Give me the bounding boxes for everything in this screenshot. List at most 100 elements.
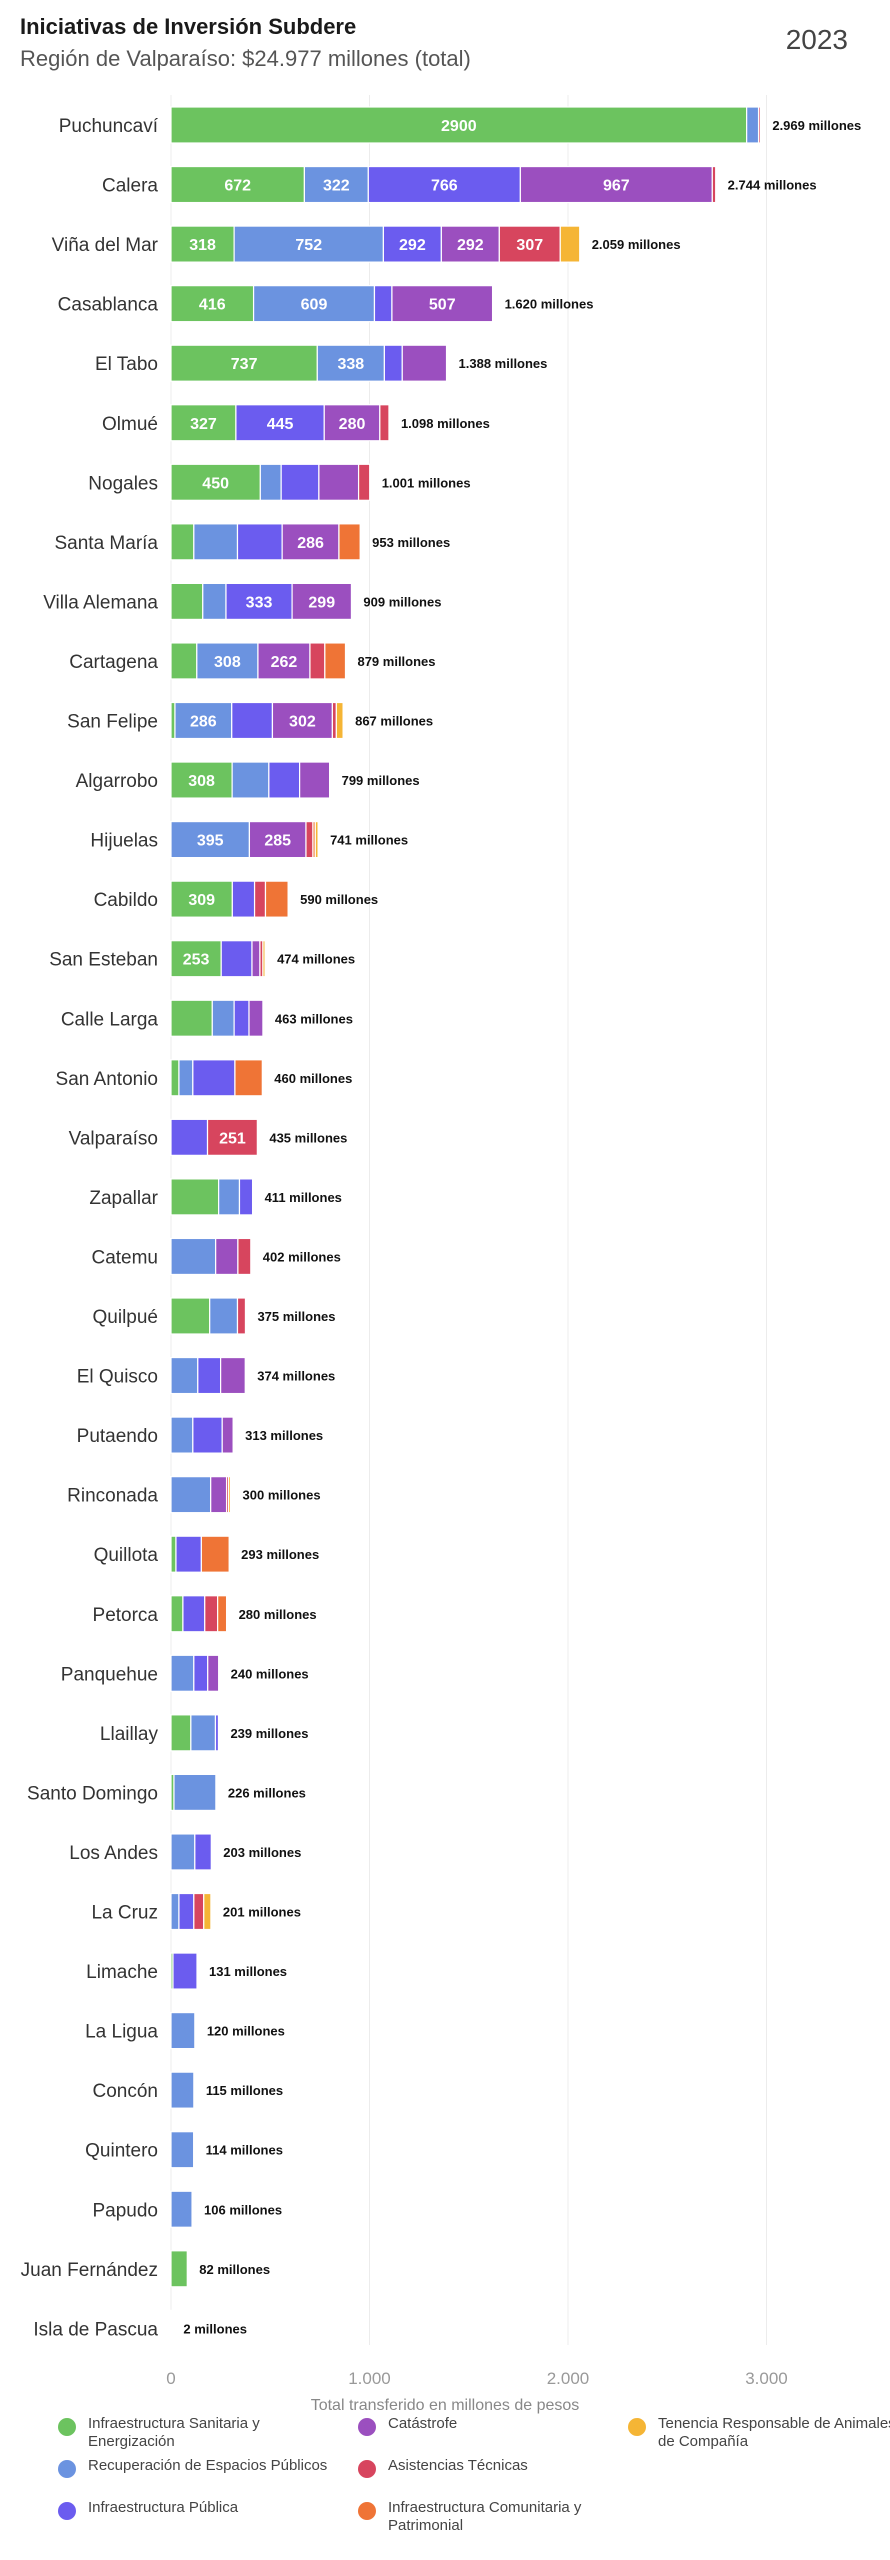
bar-segment (238, 1178, 254, 1216)
bar-segment (170, 1654, 195, 1692)
segment-value-label: 286 (297, 535, 324, 552)
bar-segment (291, 582, 353, 621)
row-total-label: 313 millones (245, 1428, 323, 1443)
row-total-label: 201 millones (223, 1905, 301, 1920)
bar-segment (197, 1356, 222, 1395)
bar-segment (235, 404, 325, 442)
row-total-label: 240 millones (231, 1666, 309, 1681)
row-total-label: 1.388 millones (459, 356, 548, 371)
row-label: La Cruz (91, 1903, 158, 1924)
bar-segment (210, 1476, 228, 1514)
bar-segment (206, 1118, 258, 1156)
bar-segment (383, 344, 403, 382)
row-label: Isla de Pascua (33, 2319, 158, 2340)
bar-segment (318, 463, 360, 501)
segment-value-label: 322 (323, 178, 350, 195)
row-total-label: 280 millones (239, 1607, 317, 1622)
bar-segment (268, 761, 301, 799)
bar-segment (231, 880, 256, 918)
bar-segment (233, 225, 384, 263)
row-total-label: 590 millones (300, 892, 378, 907)
bar-segment (227, 1476, 232, 1514)
legend-label: Catástrofe (388, 2415, 458, 2432)
row-total-label: 2.969 millones (772, 118, 861, 133)
row-total-label: 1.001 millones (382, 475, 471, 490)
bar-segment (253, 880, 267, 918)
bar-segment (218, 1178, 241, 1216)
bar-segment (170, 1535, 177, 1573)
bar-segment (316, 344, 385, 382)
row-total-label: 2.744 millones (728, 178, 817, 193)
bar-segment (172, 1952, 198, 1990)
bar-segment (174, 701, 233, 740)
row-total-label: 120 millones (207, 2024, 285, 2039)
bar-segment (335, 701, 344, 740)
row-total-label: 867 millones (355, 714, 433, 729)
row-label: Quillota (94, 1545, 159, 1566)
bar-segment (170, 1892, 180, 1931)
bar-segment (170, 1118, 209, 1156)
segment-value-label: 307 (516, 237, 543, 254)
legend-label: Infraestructura Sanitaria y Energización (88, 2415, 260, 2450)
segment-value-label: 262 (271, 654, 298, 671)
x-tick-label: 2.000 (547, 2369, 590, 2388)
segment-value-label: 609 (301, 297, 328, 314)
row-label: Hijuelas (90, 831, 158, 852)
bar-segment (236, 1297, 247, 1335)
bar-segment (338, 523, 361, 561)
bar-segment (178, 1059, 194, 1097)
row-total-label: 115 millones (206, 2083, 283, 2098)
bar-segment (192, 1059, 236, 1097)
bar-segment (220, 940, 253, 978)
legend-swatch (628, 2418, 646, 2436)
row-label: Santa María (55, 533, 159, 554)
row-total-label: 953 millones (372, 535, 450, 550)
bar-segment (170, 404, 237, 442)
bar-segment (357, 463, 371, 501)
bar-segment (214, 1714, 220, 1752)
legend: Infraestructura Sanitaria y Energización… (0, 2415, 890, 2555)
row-total-label: 106 millones (204, 2202, 282, 2217)
row-total-label: 1.098 millones (401, 416, 490, 431)
bar-segment (170, 523, 195, 561)
bar-segment (303, 165, 369, 204)
row-label: El Quisco (77, 1367, 158, 1388)
row-label: Quintero (85, 2141, 158, 2162)
row-label: San Felipe (67, 712, 158, 733)
bar-segment (248, 820, 307, 859)
bar-segment (264, 880, 289, 918)
bar-segment (170, 582, 204, 621)
legend-item-publica: Infraestructura Pública (58, 2499, 318, 2520)
bar-segment (280, 463, 320, 501)
segment-value-label: 333 (246, 594, 273, 611)
legend-swatch (58, 2460, 76, 2478)
bar-segment (234, 1059, 263, 1097)
bar-segment (746, 106, 760, 144)
bar-segment (170, 2131, 195, 2169)
legend-swatch (358, 2460, 376, 2478)
bar-segment (262, 940, 266, 978)
bar-segment (200, 1535, 230, 1573)
row-label: Petorca (93, 1605, 159, 1626)
bar-segment (324, 642, 347, 680)
row-total-label: 203 millones (223, 1845, 301, 1860)
bar-segment (173, 1773, 217, 1812)
segment-value-label: 299 (308, 594, 335, 611)
chart-subtitle: Región de Valparaíso: $24.977 millones (… (20, 46, 471, 71)
legend-item-espacios: Recuperación de Espacios Públicos (58, 2457, 358, 2478)
x-tick-label: 3.000 (745, 2369, 788, 2388)
bar-segment (170, 285, 255, 323)
row-total-label: 114 millones (206, 2143, 283, 2158)
bar-segment (170, 1178, 220, 1216)
row-label: Zapallar (89, 1188, 158, 1209)
segment-value-label: 280 (339, 416, 366, 433)
segment-value-label: 507 (429, 297, 456, 314)
row-label: Algarrobo (76, 771, 158, 792)
bar-segment (299, 761, 331, 799)
segment-value-label: 292 (457, 237, 484, 254)
bar-segment (170, 940, 222, 978)
bar-segment (757, 106, 761, 144)
row-total-label: 741 millones (330, 833, 408, 848)
row-total-label: 463 millones (275, 1011, 353, 1026)
bar-segment (498, 225, 561, 263)
